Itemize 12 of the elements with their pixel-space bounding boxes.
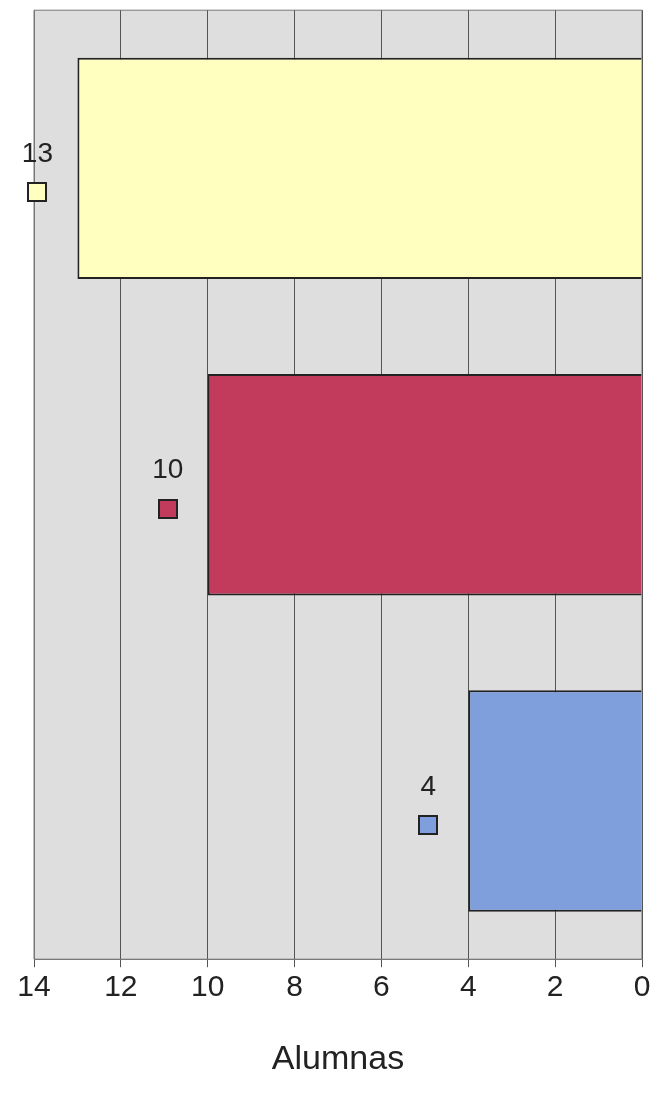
x-tick-label: 6 xyxy=(373,969,390,1003)
data-label: 10 xyxy=(152,453,184,485)
x-tick-label: 2 xyxy=(546,969,564,1003)
x-tick-label: 8 xyxy=(286,969,303,1003)
x-tick-label: 12 xyxy=(104,969,138,1003)
x-tick-label: 14 xyxy=(17,969,51,1003)
x-tick-label: 10 xyxy=(191,969,225,1003)
data-label: 13 xyxy=(21,137,54,169)
x-tick-label: 0 xyxy=(633,969,651,1003)
x-tick-label: 4 xyxy=(459,969,477,1003)
data-label: 4 xyxy=(420,769,437,801)
x-axis-title: Alumnas xyxy=(271,1037,405,1076)
